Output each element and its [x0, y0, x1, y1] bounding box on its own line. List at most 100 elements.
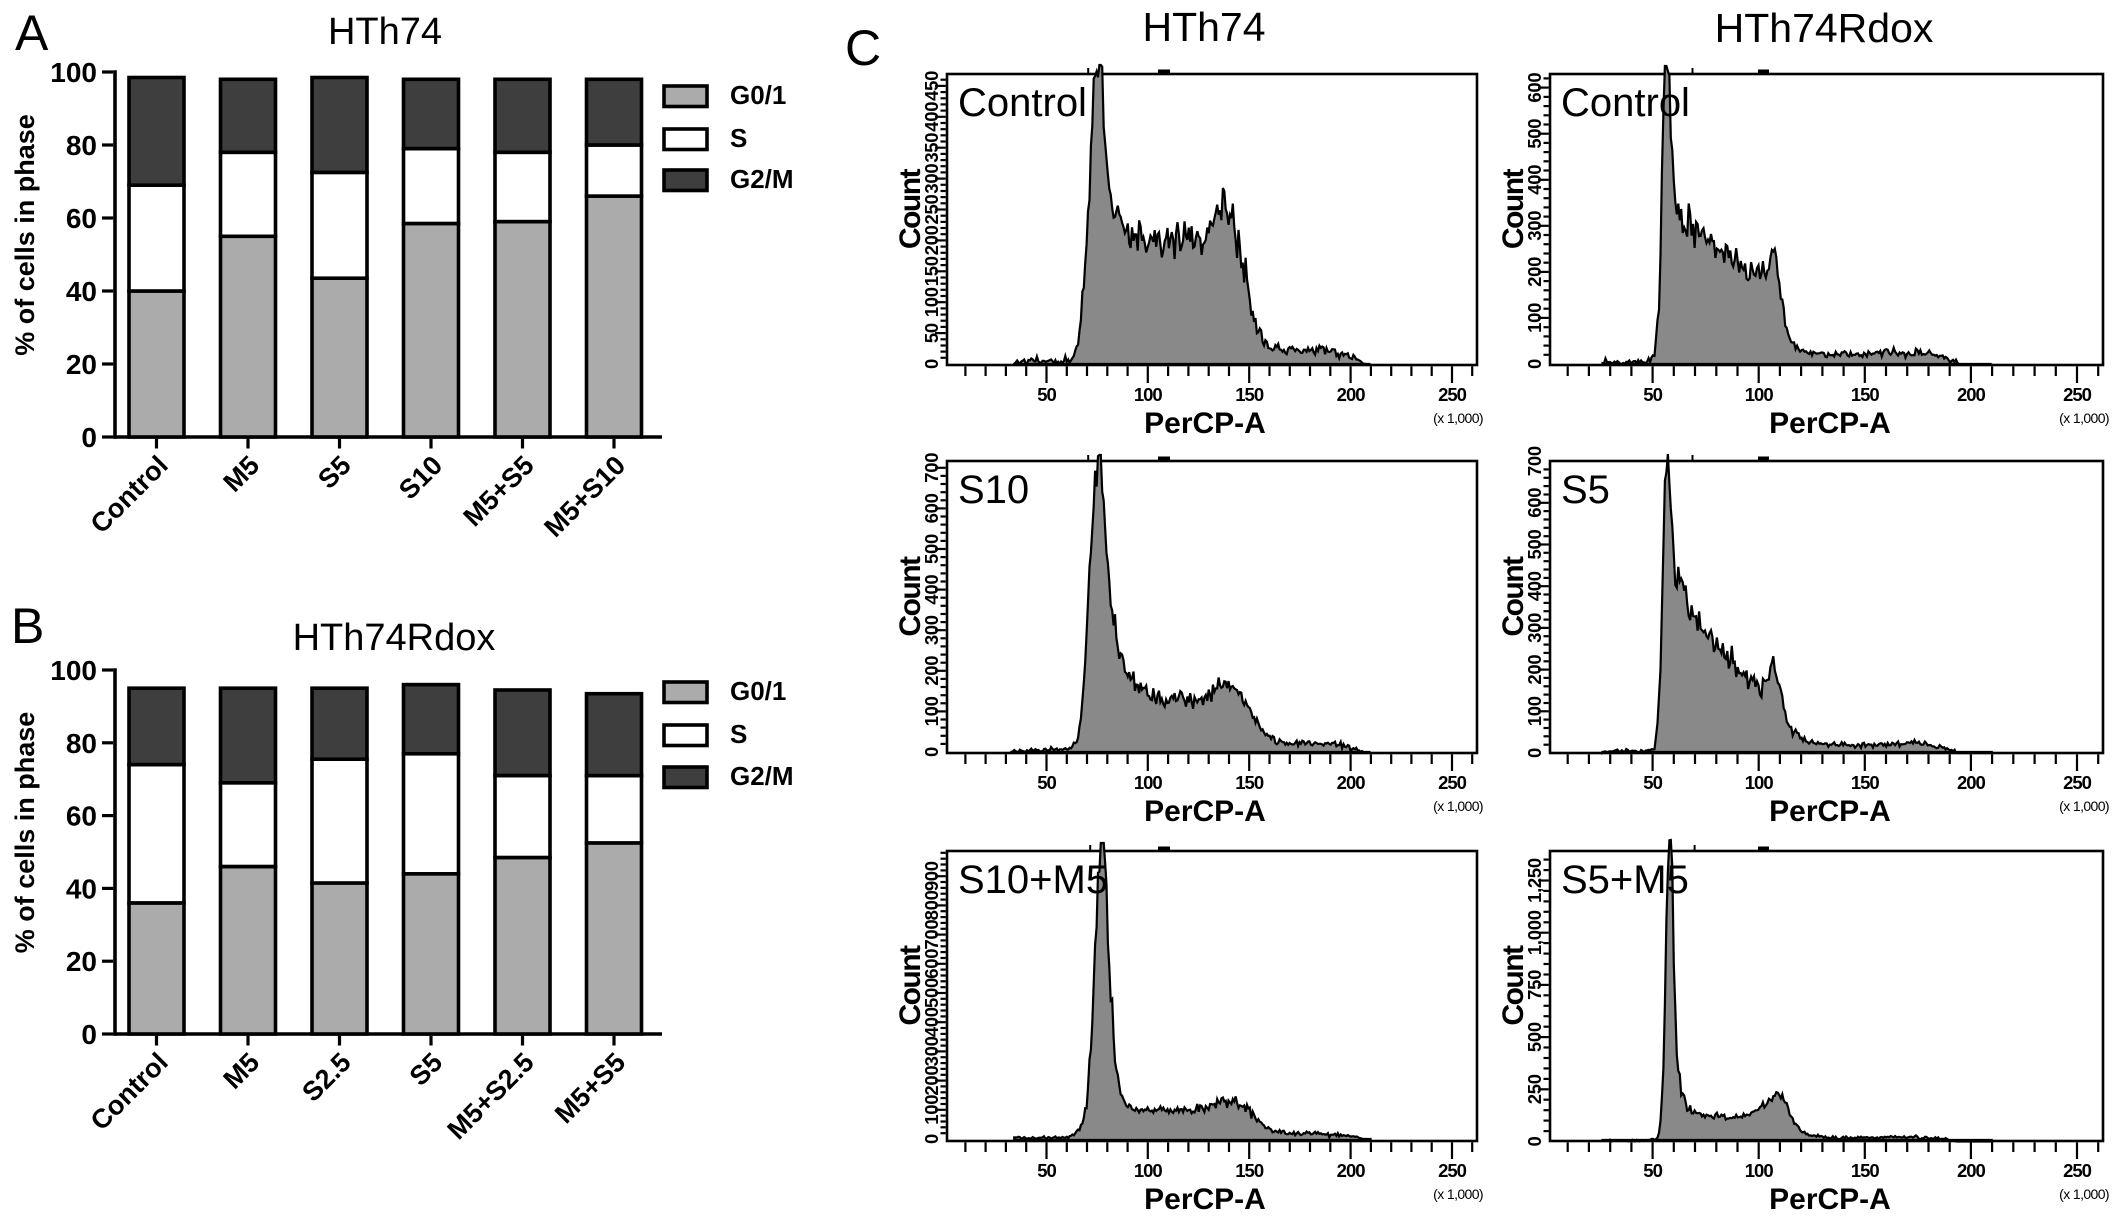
svg-text:20: 20	[66, 946, 97, 977]
svg-text:700: 700	[921, 453, 942, 483]
svg-text:S10+M5: S10+M5	[958, 858, 1108, 902]
svg-text:0: 0	[81, 422, 97, 453]
svg-text:Count: Count	[894, 556, 927, 637]
svg-text:200: 200	[1957, 1160, 1986, 1181]
svg-text:250: 250	[1438, 1160, 1467, 1181]
svg-text:PerCP-A: PerCP-A	[1144, 795, 1266, 828]
svg-text:80: 80	[66, 728, 97, 759]
svg-text:100: 100	[50, 655, 97, 686]
svg-text:200: 200	[1337, 1160, 1366, 1181]
svg-text:450: 450	[921, 71, 942, 101]
svg-text:600: 600	[1524, 488, 1545, 518]
svg-text:250: 250	[1524, 1074, 1545, 1104]
svg-text:50: 50	[1037, 1160, 1056, 1181]
svg-text:20: 20	[66, 349, 97, 380]
svg-text:% of cells in phase: % of cells in phase	[10, 712, 40, 954]
svg-text:200: 200	[1957, 384, 1986, 405]
svg-text:200: 200	[1337, 384, 1366, 405]
svg-text:150: 150	[1235, 772, 1264, 793]
svg-text:200: 200	[921, 1066, 942, 1096]
svg-text:0: 0	[921, 747, 942, 757]
svg-text:0: 0	[81, 1019, 97, 1050]
svg-text:300: 300	[921, 615, 942, 645]
svg-text:800: 800	[921, 890, 942, 920]
svg-text:400: 400	[921, 575, 942, 605]
svg-text:250: 250	[2063, 1160, 2092, 1181]
svg-text:50: 50	[1037, 772, 1056, 793]
svg-text:PerCP-A: PerCP-A	[1769, 1183, 1891, 1216]
svg-text:250: 250	[2063, 772, 2092, 793]
svg-text:250: 250	[1438, 772, 1467, 793]
svg-text:300: 300	[1524, 613, 1545, 643]
svg-text:C: C	[845, 20, 881, 76]
svg-text:200: 200	[1957, 772, 1986, 793]
svg-text:200: 200	[1524, 655, 1545, 685]
svg-text:40: 40	[66, 276, 97, 307]
svg-text:A: A	[15, 5, 49, 61]
svg-text:300: 300	[1524, 211, 1545, 241]
svg-text:0: 0	[1524, 748, 1545, 758]
svg-text:0: 0	[1524, 1137, 1545, 1147]
svg-text:B: B	[11, 598, 44, 654]
svg-text:G2/M: G2/M	[730, 164, 794, 194]
svg-text:100: 100	[1745, 772, 1774, 793]
svg-text:700: 700	[921, 920, 942, 950]
svg-text:50: 50	[1643, 1160, 1662, 1181]
svg-text:HTh74Rdox: HTh74Rdox	[1715, 5, 1934, 51]
svg-text:300: 300	[921, 1036, 942, 1066]
svg-text:50: 50	[1643, 772, 1662, 793]
svg-text:40: 40	[66, 873, 97, 904]
svg-text:150: 150	[1851, 772, 1880, 793]
svg-text:0: 0	[1524, 359, 1545, 369]
svg-text:250: 250	[2063, 384, 2092, 405]
svg-text:HTh74Rdox: HTh74Rdox	[293, 617, 496, 659]
svg-text:Count: Count	[894, 945, 927, 1026]
svg-text:100: 100	[921, 287, 942, 317]
svg-text:200: 200	[921, 656, 942, 686]
svg-text:100: 100	[921, 1095, 942, 1125]
svg-text:300: 300	[921, 164, 942, 194]
svg-text:250: 250	[921, 195, 942, 225]
svg-text:Count: Count	[894, 168, 927, 249]
svg-text:(x 1,000): (x 1,000)	[2059, 798, 2109, 814]
svg-text:150: 150	[1235, 1160, 1264, 1181]
svg-text:50: 50	[921, 323, 942, 343]
svg-text:750: 750	[1524, 970, 1545, 1000]
svg-text:S5+M5: S5+M5	[1561, 858, 1689, 902]
svg-text:(x 1,000): (x 1,000)	[1433, 1186, 1483, 1202]
svg-text:400: 400	[1524, 571, 1545, 601]
svg-text:250: 250	[1438, 384, 1467, 405]
svg-text:200: 200	[921, 225, 942, 255]
svg-text:400: 400	[1524, 165, 1545, 195]
svg-text:100: 100	[1134, 1160, 1163, 1181]
svg-text:400: 400	[921, 102, 942, 132]
svg-text:350: 350	[921, 133, 942, 163]
svg-text:60: 60	[66, 203, 97, 234]
svg-text:500: 500	[1524, 119, 1545, 149]
svg-text:Control: Control	[1561, 81, 1690, 125]
svg-text:100: 100	[1134, 772, 1163, 793]
svg-text:S10: S10	[958, 468, 1029, 512]
svg-text:150: 150	[1235, 384, 1264, 405]
svg-text:200: 200	[1524, 257, 1545, 287]
svg-text:HTh74: HTh74	[328, 11, 442, 53]
svg-text:100: 100	[1524, 696, 1545, 726]
svg-text:PerCP-A: PerCP-A	[1144, 407, 1266, 440]
svg-text:150: 150	[921, 256, 942, 286]
svg-text:(x 1,000): (x 1,000)	[2059, 1186, 2109, 1202]
svg-text:Count: Count	[1497, 556, 1530, 637]
svg-text:G0/1: G0/1	[730, 676, 786, 706]
svg-text:500: 500	[1524, 1022, 1545, 1052]
svg-text:PerCP-A: PerCP-A	[1769, 795, 1891, 828]
svg-text:400: 400	[921, 1007, 942, 1037]
svg-text:500: 500	[1524, 530, 1545, 560]
svg-text:60: 60	[66, 801, 97, 832]
svg-text:50: 50	[1643, 384, 1662, 405]
svg-text:% of cells in phase: % of cells in phase	[10, 114, 40, 356]
svg-text:150: 150	[1851, 1160, 1880, 1181]
svg-text:600: 600	[921, 949, 942, 979]
svg-text:HTh74: HTh74	[1142, 4, 1265, 50]
svg-text:0: 0	[921, 1134, 942, 1144]
svg-text:(x 1,000): (x 1,000)	[2059, 410, 2109, 426]
svg-text:500: 500	[921, 978, 942, 1008]
